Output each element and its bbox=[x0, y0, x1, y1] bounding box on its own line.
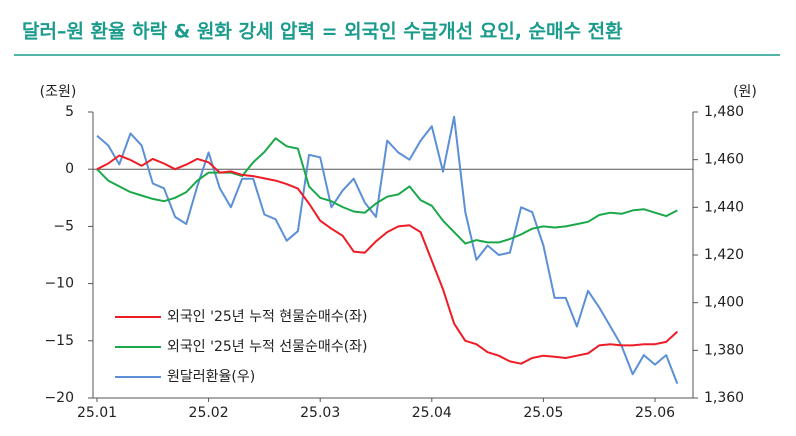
y2-tick-label: 1,360 bbox=[704, 390, 744, 406]
legend-label: 외국인 '25년 누적 현물순매수(좌) bbox=[167, 309, 368, 325]
y-axis-label: (조원) bbox=[40, 84, 77, 100]
series-line bbox=[96, 115, 679, 385]
x-tick-label: 25.01 bbox=[77, 405, 117, 421]
x-tick-label: 25.06 bbox=[635, 405, 675, 421]
y2-tick-label: 1,480 bbox=[704, 104, 744, 120]
y-tick-label: −5 bbox=[53, 218, 74, 234]
y2-tick-label: 1,380 bbox=[704, 342, 744, 358]
y-tick-label: 0 bbox=[65, 161, 74, 177]
y2-axis-label: (원) bbox=[733, 84, 757, 100]
y2-tick-label: 1,420 bbox=[704, 247, 744, 263]
legend-label: 외국인 '25년 누적 선물순매수(좌) bbox=[167, 339, 368, 355]
legend-label: 원달러환율(우) bbox=[167, 369, 255, 385]
y2-tick-label: 1,400 bbox=[704, 295, 744, 311]
x-tick-label: 25.02 bbox=[189, 405, 229, 421]
x-tick-label: 25.04 bbox=[412, 405, 452, 421]
x-tick-label: 25.03 bbox=[300, 405, 340, 421]
y2-tick-label: 1,460 bbox=[704, 152, 744, 168]
y-tick-label: 5 bbox=[65, 104, 74, 120]
y2-tick-label: 1,440 bbox=[704, 199, 744, 215]
y-tick-label: −15 bbox=[44, 333, 74, 349]
series-line bbox=[96, 154, 678, 365]
x-tick-label: 25.05 bbox=[523, 405, 563, 421]
series-line bbox=[96, 137, 678, 245]
y-tick-label: −20 bbox=[44, 390, 74, 406]
y-tick-label: −10 bbox=[44, 276, 74, 292]
chart-title: 달러–원 환율 하락 & 원화 강세 압력 = 외국인 수급개선 요인, 순매수… bbox=[22, 21, 623, 43]
